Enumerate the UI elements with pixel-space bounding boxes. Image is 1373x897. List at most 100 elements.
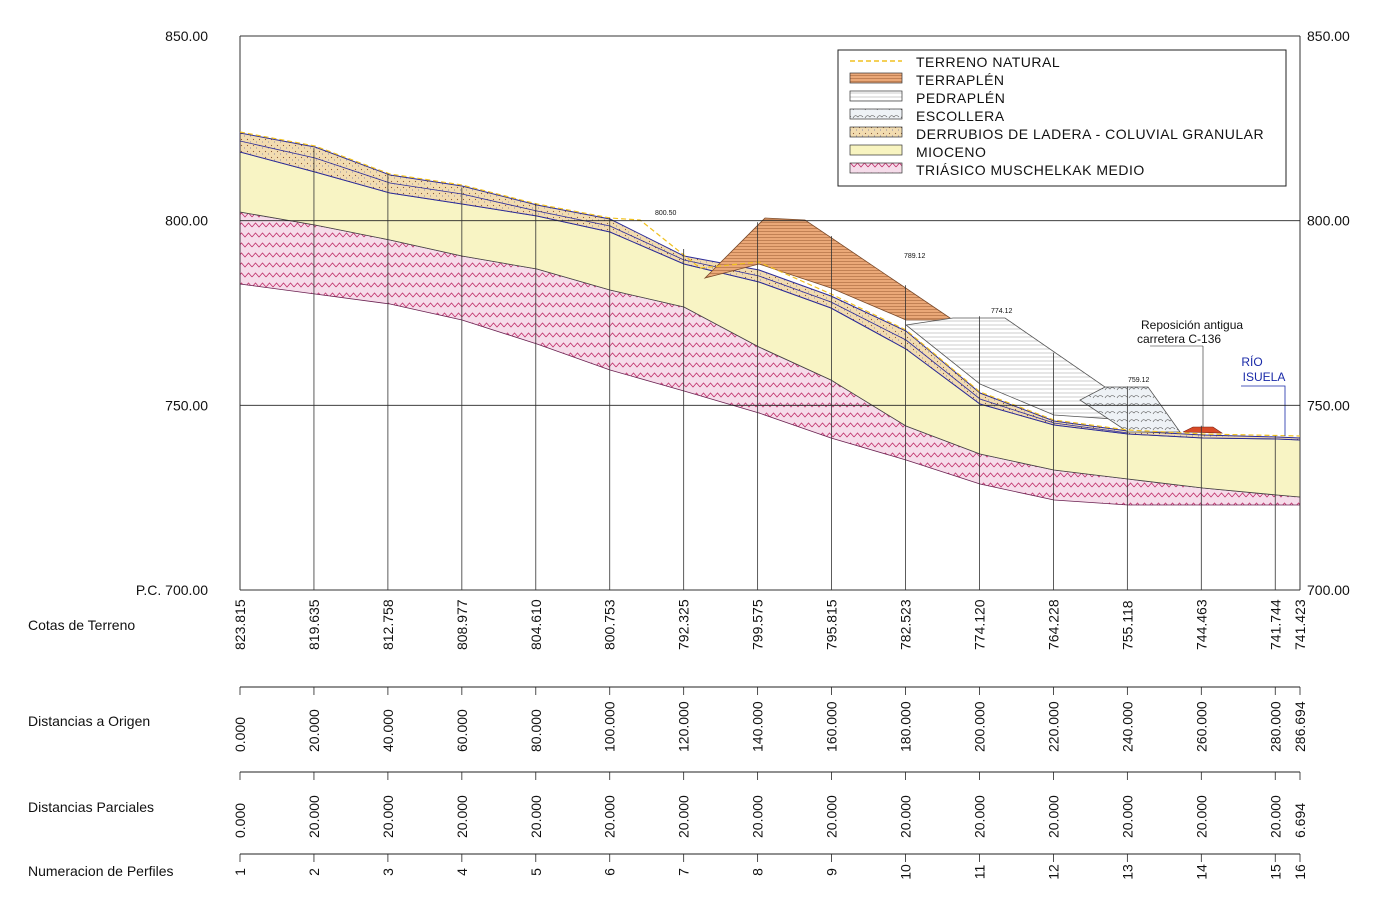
annotations: Reposición antigua carretera C-136 RÍO I… [655,210,1285,427]
table-cell: 260.000 [1193,701,1209,752]
table-cell: 11 [971,865,987,880]
river-marker [1241,385,1286,436]
table-cell: 20.000 [306,709,322,752]
table-cell: 20.000 [602,795,618,838]
table-cell: 799.575 [750,599,766,650]
table-cell: 100.000 [602,701,618,752]
table-cell: 8 [750,868,766,876]
legend-label: ESCOLLERA [916,108,1005,124]
table-cell: 20.000 [1193,795,1209,838]
table-cell: 16 [1292,864,1308,880]
plot-frame [239,35,1301,591]
legend-swatch [849,72,903,84]
table-cell: 819.635 [306,599,322,650]
table-cell: 800.753 [602,599,618,650]
legend: TERRENO NATURAL TERRAPLÉN PEDRAPLÉN ESCOLLE… [837,49,1287,187]
profile-lines [239,132,1301,590]
table-cell: 20.000 [1119,795,1135,838]
table-cell: 20.000 [528,795,544,838]
table-cell: 812.758 [380,599,396,650]
legend-label: TRIÁSICO MUSCHELKAK MEDIO [916,162,1145,178]
table-cell: 20.000 [380,795,396,838]
table-cell: 80.000 [528,709,544,752]
legend-label: MIOCENO [916,144,986,160]
legend-swatch [849,162,903,174]
table-cell: 200.000 [971,701,987,752]
right-tick-label: 850.00 [1307,28,1350,44]
table-cell: 180.000 [898,701,914,752]
legend-label: TERRENO NATURAL [916,54,1060,70]
table-cell: 744.463 [1193,599,1209,650]
table-cell: 280.000 [1267,701,1283,752]
table-cell: 20.000 [306,795,322,838]
table-cell: 2 [306,868,322,876]
table-cell: 3 [380,868,396,876]
table-cell: 286.694 [1292,701,1308,752]
table-cell: 741.423 [1292,599,1308,650]
cote-mark-1: 800.50 [655,210,677,217]
layer-escollera [1079,386,1181,433]
legend-label: TERRAPLÉN [916,72,1005,88]
road-label-line1: Reposición antigua [1141,318,1243,332]
layer-pedraplen [905,317,1129,421]
river-label-line2: ISUELA [1243,370,1286,384]
table-cell: 15 [1267,864,1283,880]
left-tick-label: 750.00 [165,397,208,413]
reference-lines [240,220,1300,406]
table-cell: 9 [824,868,840,876]
profile-data-table: Cotas de Terreno 823.815 819.635 812.758 808… [28,599,1308,880]
right-tick-label: 700.00 [1307,582,1350,598]
table-cell: 20.000 [1045,795,1061,838]
table-cell: 20.000 [1267,795,1283,838]
table-cell: 741.744 [1267,599,1283,650]
right-tick-label: 750.00 [1307,397,1350,413]
table-cell: 764.228 [1045,599,1061,650]
table-cell: 40.000 [380,709,396,752]
right-tick-label: 800.00 [1307,213,1350,229]
left-tick-label: 800.00 [165,213,208,229]
layer-terraplen [703,217,955,321]
table-cell: 20.000 [824,795,840,838]
table-cell: 774.120 [971,599,987,650]
legend-swatch [849,108,903,120]
table-row-label: Numeracion de Perfiles [28,863,174,879]
table-cell: 823.815 [232,599,248,650]
table-cell: 7 [676,868,692,876]
table-cell: 160.000 [824,701,840,752]
table-row-label: Distancias a Origen [28,713,150,729]
table-cell: 804.610 [528,599,544,650]
table-cell: 755.118 [1119,600,1135,650]
left-tick-label: P.C. 700.00 [136,582,208,598]
table-cell: 0.000 [232,717,248,752]
table-cell: 140.000 [750,701,766,752]
table-cell: 20.000 [750,795,766,838]
table-cell: 60.000 [454,709,470,752]
cote-mark-4: 759.12 [1128,377,1150,384]
table-cell: 20.000 [454,795,470,838]
table-cell: 792.325 [676,599,692,650]
right-axis: 850.00 800.00 750.00 700.00 [1307,28,1350,598]
table-cell: 0.000 [232,803,248,838]
cote-mark-3: 774.12 [991,308,1013,315]
table-cell: 5 [528,868,544,876]
table-cell: 4 [454,868,470,876]
table-cell: 795.815 [824,599,840,650]
legend-swatch [849,144,903,156]
table-cell: 6.694 [1292,803,1308,838]
legend-label: PEDRAPLÉN [916,90,1005,106]
table-cell: 120.000 [676,701,692,752]
table-cell: 13 [1119,864,1135,880]
table-cell: 1 [232,868,248,876]
left-axis: 850.00 800.00 750.00 P.C. 700.00 [136,28,208,598]
table-cell: 20.000 [676,795,692,838]
road-label-line2: carretera C-136 [1137,332,1221,346]
table-cell: 782.523 [898,599,914,650]
legend-swatch [849,90,903,102]
table-cell: 220.000 [1045,701,1061,752]
table-cell: 20.000 [898,795,914,838]
river-label-line1: RÍO [1241,354,1262,369]
table-cell: 808.977 [454,599,470,650]
table-cell: 6 [602,868,618,876]
table-cell: 12 [1045,864,1061,880]
